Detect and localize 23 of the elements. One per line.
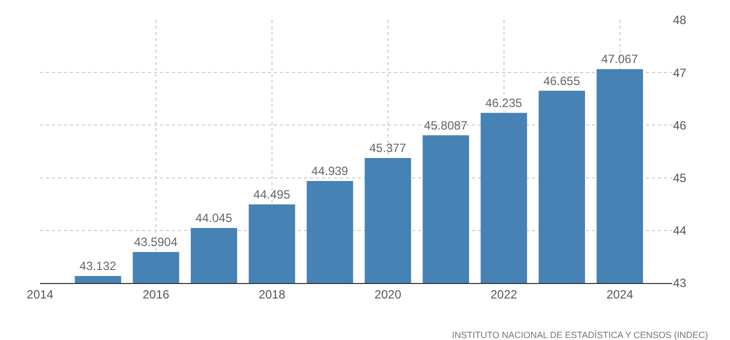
y-tick-label: 44 (673, 224, 687, 238)
data-label: 46.655 (543, 74, 580, 88)
y-tick-label: 47 (673, 66, 687, 80)
data-label: 44.045 (195, 211, 232, 226)
data-label: 43.132 (79, 259, 116, 274)
data-label: 46.235 (485, 96, 522, 110)
data-label: 44.939 (311, 164, 348, 178)
y-tick-label: 43 (673, 276, 687, 290)
x-tick-label: 2014 (26, 287, 54, 302)
y-tick-label: 48 (673, 13, 687, 28)
x-tick-label: 2020 (374, 287, 402, 302)
y-tick-label: 45 (673, 171, 687, 185)
data-label: 44.495 (253, 187, 290, 202)
y-tick-label: 46 (673, 118, 687, 132)
x-tick-label: 2022 (490, 287, 518, 302)
x-tick-label: 2016 (142, 287, 170, 302)
text: INSTITUTO NACIONAL DE ESTADÍSTICA Y CENSOS (INDEC) (452, 330, 708, 340)
data-label: 43.5904 (134, 234, 178, 249)
data-label: 45.8087 (424, 118, 468, 132)
data-label: 45.377 (369, 140, 406, 155)
x-tick-label: 2018 (258, 287, 286, 302)
x-tick-label: 2024 (606, 287, 634, 302)
data-label: 47.067 (601, 52, 638, 66)
